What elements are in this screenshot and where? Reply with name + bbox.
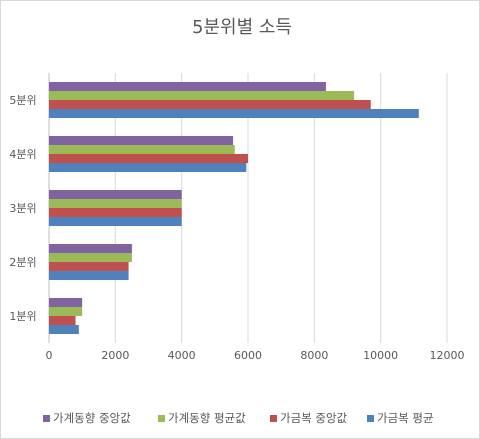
x-tick-label: 12000 xyxy=(430,349,465,362)
x-tick-labels: 0 2000 4000 6000 8000 10000 12000 xyxy=(46,349,465,362)
bar xyxy=(49,217,182,226)
legend-label: 가계동향 평균값 xyxy=(168,411,246,425)
bar xyxy=(49,91,355,100)
bar xyxy=(49,109,419,118)
legend-swatch xyxy=(270,415,277,422)
x-tick-label: 0 xyxy=(46,349,53,362)
legend-swatch xyxy=(158,415,165,422)
bar xyxy=(49,262,129,271)
bar xyxy=(49,253,132,262)
bar xyxy=(49,298,83,307)
legend-swatch xyxy=(367,415,374,422)
legend-label: 가계동향 중앙값 xyxy=(53,411,131,425)
bar xyxy=(49,136,234,145)
bar xyxy=(49,82,326,91)
bar xyxy=(49,163,247,172)
category-label: 1분위 xyxy=(9,310,36,323)
chart-title: 5분위별 소득 xyxy=(192,17,292,38)
legend: 가계동향 중앙값 가계동향 평균값 가금복 중앙값 가금복 평균 xyxy=(43,411,434,425)
bar xyxy=(49,145,235,154)
x-tick-label: 2000 xyxy=(101,349,129,362)
category-labels: 1분위 2분위 3분위 4분위 5분위 xyxy=(9,94,36,323)
bar xyxy=(49,244,132,253)
legend-swatch xyxy=(43,415,50,422)
bar xyxy=(49,100,371,109)
category-label: 5분위 xyxy=(9,94,36,107)
category-label: 4분위 xyxy=(9,148,36,161)
bar xyxy=(49,190,182,199)
x-tick-label: 8000 xyxy=(300,349,328,362)
bars xyxy=(49,82,419,334)
bar xyxy=(49,199,182,208)
legend-label: 가금복 중앙값 xyxy=(280,411,348,425)
bar xyxy=(49,154,248,163)
bar xyxy=(49,208,182,217)
x-tick-label: 4000 xyxy=(168,349,196,362)
bar xyxy=(49,316,76,325)
bar xyxy=(49,307,83,316)
category-label: 3분위 xyxy=(9,202,36,215)
legend-label: 가금복 평균 xyxy=(377,411,434,425)
category-label: 2분위 xyxy=(9,256,36,269)
bar xyxy=(49,271,129,280)
x-tick-label: 10000 xyxy=(363,349,398,362)
x-tick-label: 6000 xyxy=(234,349,262,362)
bar xyxy=(49,325,79,334)
